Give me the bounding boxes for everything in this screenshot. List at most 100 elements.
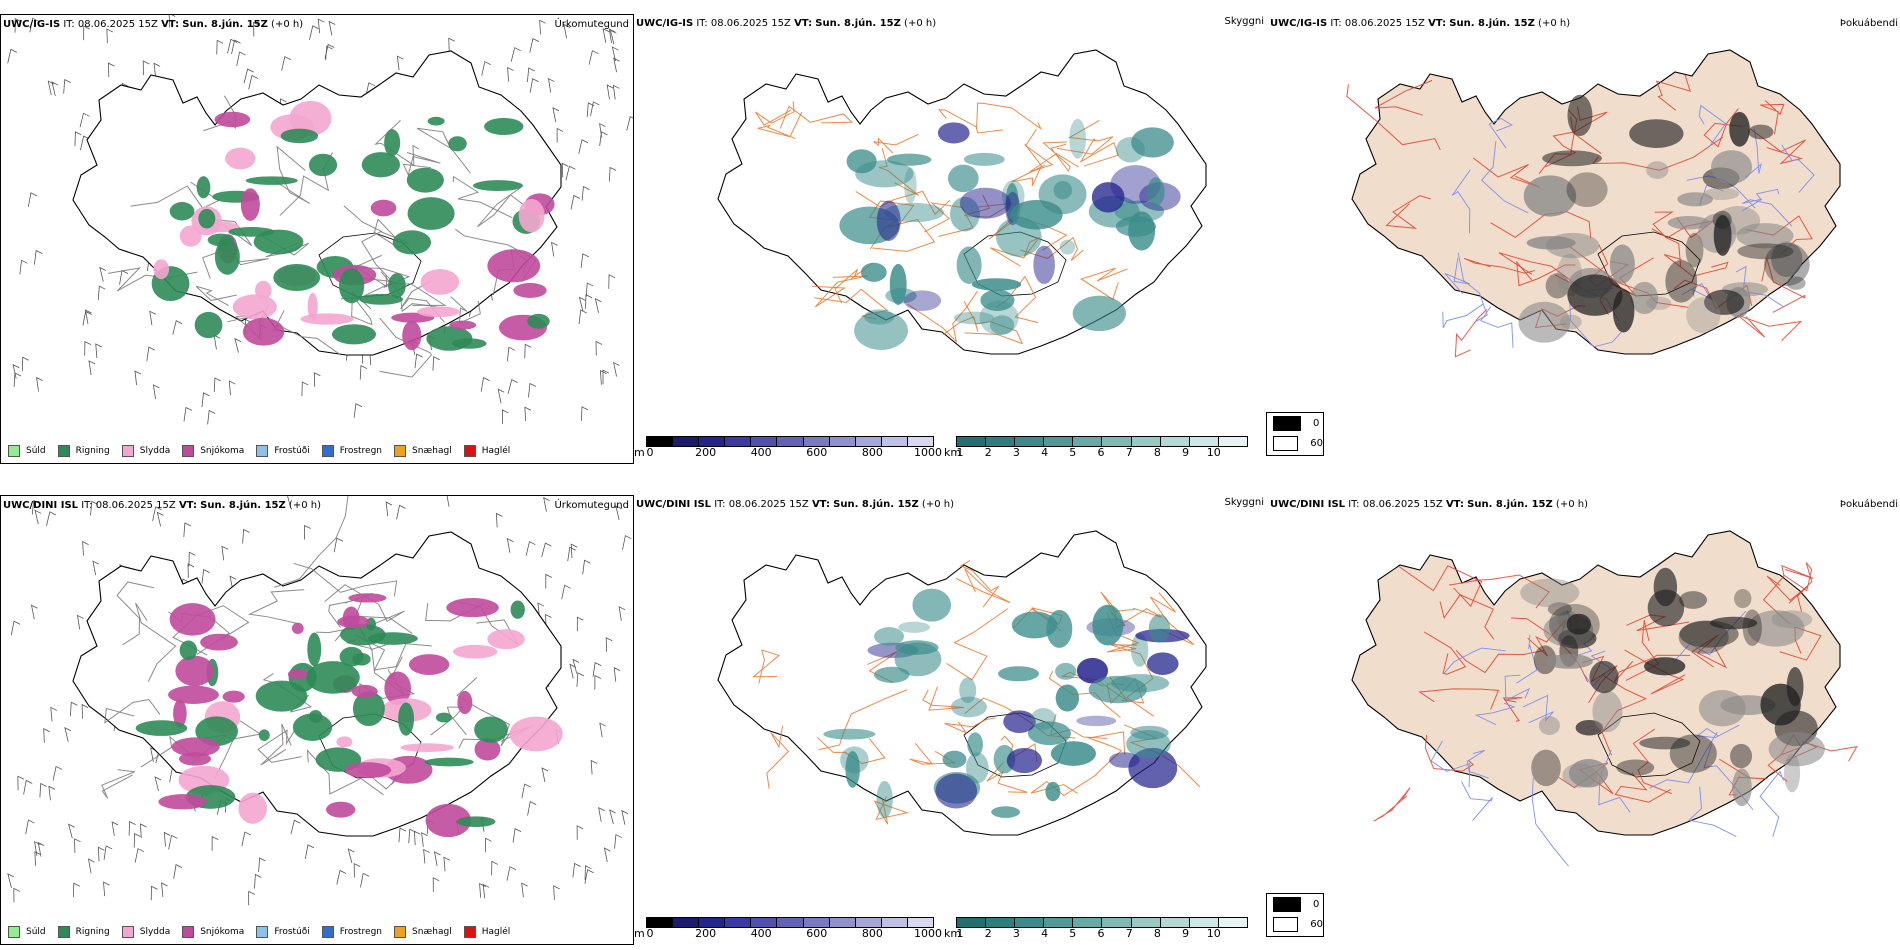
road-line [1418, 688, 1500, 710]
wind-barb [47, 80, 55, 96]
road-line [135, 602, 177, 682]
ceiling-visibility-area [971, 278, 1022, 291]
road-line [1373, 787, 1411, 822]
wind-barb [13, 372, 22, 387]
fog-key-row: 60 [1267, 914, 1323, 934]
wind-barb [188, 551, 196, 567]
colorbar-strip [646, 917, 934, 928]
colorbar-tick: 2 [984, 927, 992, 940]
wind-barb [106, 28, 114, 44]
road-line [452, 175, 513, 219]
wind-barb [590, 101, 600, 117]
ceiling-visibility-area [1076, 715, 1117, 727]
colorbar-segment [725, 918, 752, 927]
colorbar-unit: km [944, 446, 962, 459]
wind-barb [521, 783, 531, 799]
wind-barb [507, 379, 518, 394]
wind-barb [413, 830, 421, 846]
river-line [1745, 128, 1762, 178]
wind-barb [396, 55, 404, 71]
road-line [1048, 670, 1121, 718]
precip-area [171, 737, 220, 757]
wind-barb [588, 50, 599, 65]
precip-area [474, 738, 501, 761]
wind-barb [609, 29, 617, 45]
wind-barb [304, 844, 315, 859]
wind-barb [23, 779, 33, 795]
wind-barb [10, 620, 21, 636]
precip-area [400, 743, 454, 752]
panel-precip-type-row2: UWC/DINI ISL IT: 08.06.2025 15Z VT: Sun.… [0, 495, 634, 945]
colorbar-segment [1015, 918, 1045, 927]
ceiling-visibility-area [963, 152, 1005, 166]
wind-barb [187, 563, 195, 578]
fog-key-label: 0 [1313, 417, 1320, 429]
road-line [324, 584, 405, 625]
wind-barb [183, 522, 192, 538]
ceiling-visibility-area [889, 263, 907, 305]
wind-barb [551, 241, 558, 257]
precip-area [326, 801, 356, 818]
road-line [116, 581, 155, 646]
wind-barb [608, 274, 616, 289]
precip-area [388, 273, 406, 298]
fog-map [1351, 530, 1858, 867]
ceiling-visibility-area [1109, 752, 1140, 768]
colorbar-segment [647, 918, 674, 927]
colorbar-segment [673, 437, 700, 446]
wind-barb [19, 259, 28, 275]
wind-barb [227, 38, 238, 54]
wind-barb [253, 21, 260, 37]
colorbar-strip [956, 917, 1248, 928]
wind-barb [541, 542, 552, 558]
wind-barb [512, 828, 522, 843]
wind-barb [325, 45, 333, 61]
legend-label: Snjókoma [200, 927, 245, 937]
fog-key-swatch [1273, 435, 1299, 451]
wind-barb [565, 165, 576, 181]
precip-area [339, 646, 364, 667]
fog-blob [1771, 610, 1813, 629]
legend-label: Snjókoma [200, 446, 245, 456]
precip-area [451, 338, 487, 349]
wind-barb [46, 511, 57, 526]
wind-barb [479, 882, 486, 898]
road-line [1449, 574, 1550, 609]
ceiling-visibility-area [1126, 729, 1171, 759]
wind-barb [524, 343, 532, 359]
colorbar-tick: 600 [806, 927, 828, 940]
colorbar-segment [1131, 437, 1161, 446]
wind-barb [25, 819, 35, 835]
wind-barb [491, 860, 498, 876]
legend-swatch [8, 445, 20, 457]
fog-key-row1: 0 60 [1266, 412, 1324, 456]
river-line [1481, 141, 1529, 214]
ceiling-visibility-area [898, 621, 930, 633]
fog-key-row: 60 [1267, 433, 1323, 453]
fog-blob [1568, 759, 1609, 788]
wind-barb [609, 809, 616, 825]
road-line [873, 796, 909, 825]
wind-barb [64, 727, 72, 742]
colorbar-segment [699, 437, 726, 446]
precip-area [456, 816, 496, 828]
panel-fog-row1: UWC/IG-IS IT: 08.06.2025 15Z VT: Sun. 8.… [1268, 14, 1900, 464]
legend-item: Slydda [121, 926, 170, 938]
ceiling-colorbar: m 0 200 400 600 800 1000 [634, 917, 942, 941]
panel-title: UWC/DINI ISL IT: 08.06.2025 15Z VT: Sun.… [3, 500, 321, 511]
legend-swatch [8, 926, 20, 938]
precip-area [398, 702, 415, 736]
wind-barb [82, 540, 89, 556]
precip-area [384, 671, 412, 705]
precip-area [408, 654, 450, 675]
ceiling-visibility-area [967, 732, 984, 757]
road-line [1516, 260, 1576, 287]
river-line [1569, 301, 1622, 348]
wind-barb [133, 832, 141, 848]
ceiling-visibility-area [1006, 747, 1042, 774]
road-line [257, 729, 302, 763]
precip-area [487, 629, 525, 650]
colorbar-segment [803, 437, 830, 446]
colorbar-segment [699, 918, 726, 927]
wind-barb [495, 512, 503, 528]
